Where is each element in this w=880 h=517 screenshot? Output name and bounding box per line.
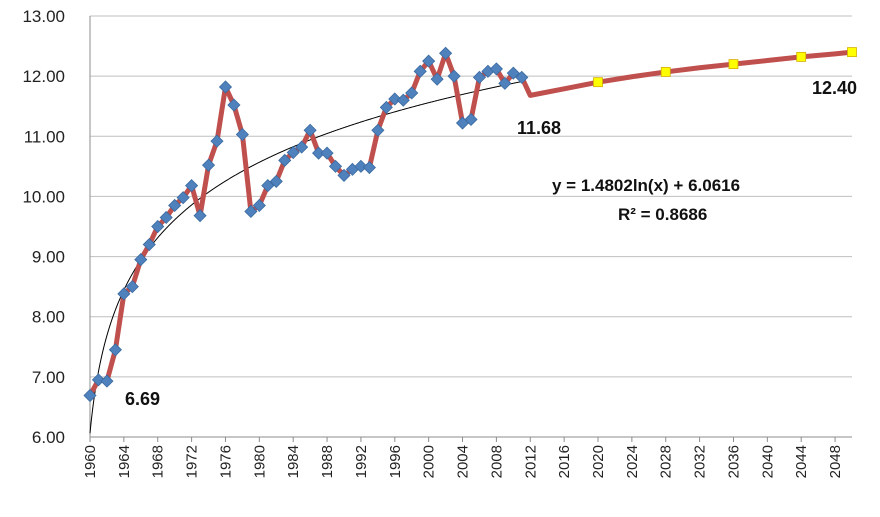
data-point-historical [218, 80, 233, 94]
data-point-historical [515, 70, 529, 84]
y-tick-label: 12.00 [22, 67, 65, 86]
y-tick-label: 7.00 [32, 368, 65, 387]
x-tick-label: 2004 [455, 445, 472, 478]
data-point-historical [168, 198, 182, 213]
data-point-historical [252, 198, 266, 213]
data-point-historical [354, 159, 368, 173]
data-point-historical [379, 100, 393, 114]
x-tick-label: 1996 [387, 445, 404, 478]
y-tick-label: 10.00 [22, 187, 65, 206]
y-tick-label: 9.00 [32, 248, 65, 267]
data-point-historical [134, 253, 148, 267]
data-point-historical [244, 204, 258, 219]
x-tick-label: 2024 [624, 445, 641, 478]
x-tick-label: 2044 [793, 445, 810, 478]
data-point-historical [506, 66, 520, 80]
annotation-start-value: 6.69 [125, 389, 160, 409]
x-tick-label: 2036 [725, 445, 742, 478]
data-point-historical [328, 159, 343, 173]
axes [89, 16, 852, 442]
data-point-historical [303, 123, 317, 137]
y-tick-labels: 6.00 7.00 8.00 9.00 10.00 11.00 12.00 13.00 [22, 7, 65, 447]
x-tick-label: 1972 [184, 445, 201, 478]
data-point-historical [422, 54, 436, 68]
data-point-projection [660, 67, 671, 77]
x-tick-label: 2048 [827, 445, 844, 478]
data-point-historical [159, 210, 173, 225]
data-point-historical [142, 237, 156, 252]
data-point-historical [193, 209, 207, 223]
x-tick-label: 2040 [759, 445, 776, 478]
x-tick-label: 1976 [217, 445, 234, 478]
data-point-projection [796, 51, 807, 62]
data-point-projection [728, 59, 739, 70]
series-line [87, 49, 853, 397]
data-point-historical [388, 92, 402, 106]
data-point-historical [320, 146, 334, 160]
data-point-historical [201, 158, 216, 172]
data-point-historical [362, 160, 376, 175]
data-point-historical [210, 134, 224, 148]
data-point-historical [100, 374, 114, 388]
data-point-historical [227, 98, 241, 112]
data-point-historical [235, 127, 249, 142]
data-point-historical [337, 168, 351, 182]
data-point-historical [447, 69, 461, 83]
data-point-historical [176, 191, 190, 205]
y-tick-label: 6.00 [32, 428, 65, 447]
y-tick-label: 8.00 [32, 308, 65, 327]
data-point-historical [295, 140, 309, 154]
data-point-projection [847, 47, 857, 57]
annotation-end-value: 12.40 [812, 78, 857, 98]
data-point-historical [439, 46, 453, 60]
data-point-historical [151, 219, 165, 234]
data-point-historical [464, 112, 478, 127]
y-tick-label: 13.00 [22, 7, 65, 26]
data-point-historical [489, 62, 503, 76]
data-point-historical [261, 179, 275, 193]
data-point-historical [498, 76, 512, 90]
x-tick-label: 2020 [590, 445, 607, 478]
x-tick-label: 1960 [82, 445, 99, 478]
data-point-historical [108, 343, 122, 357]
data-point-historical [125, 280, 139, 294]
y-tick-label: 11.00 [24, 127, 65, 146]
series-lines [87, 49, 853, 397]
x-tick-label: 2008 [488, 445, 505, 478]
data-point-historical [286, 145, 300, 160]
trendline-equation: y = 1.4802ln(x) + 6.0616 [552, 176, 740, 195]
data-point-historical [117, 287, 131, 301]
x-tick-label: 2012 [522, 445, 539, 478]
series-markers [83, 46, 857, 403]
x-tick-label: 1964 [116, 445, 133, 478]
x-tick-label: 2032 [692, 445, 709, 478]
data-point-historical [91, 373, 106, 387]
x-tick-label: 1968 [150, 445, 167, 478]
x-tick-label: 2028 [658, 445, 675, 478]
data-point-historical [396, 93, 410, 107]
data-point-historical [430, 72, 444, 86]
x-tick-label: 1992 [353, 445, 370, 478]
x-tick-label: 1984 [285, 445, 302, 478]
x-tick-label: 1980 [251, 445, 268, 478]
data-point-historical [405, 86, 419, 100]
data-point-historical [371, 123, 385, 137]
annotation-mid-value: 11.68 [517, 118, 561, 138]
data-point-historical [269, 174, 283, 188]
x-tick-label: 1988 [319, 445, 336, 478]
data-point-historical [472, 70, 487, 84]
data-point-projection [593, 77, 603, 88]
trendline-r-squared: R² = 0.8686 [618, 205, 707, 224]
x-tick-label: 2016 [556, 445, 573, 478]
x-tick-labels: 1960 1964 1968 1972 1976 1980 1984 1988 1992 1996… [82, 445, 844, 478]
data-point-historical [185, 179, 199, 193]
x-tick-label: 2000 [421, 445, 438, 478]
data-point-historical [83, 388, 97, 403]
data-point-historical [413, 64, 427, 78]
data-point-historical [278, 153, 292, 167]
gridlines [90, 15, 852, 438]
